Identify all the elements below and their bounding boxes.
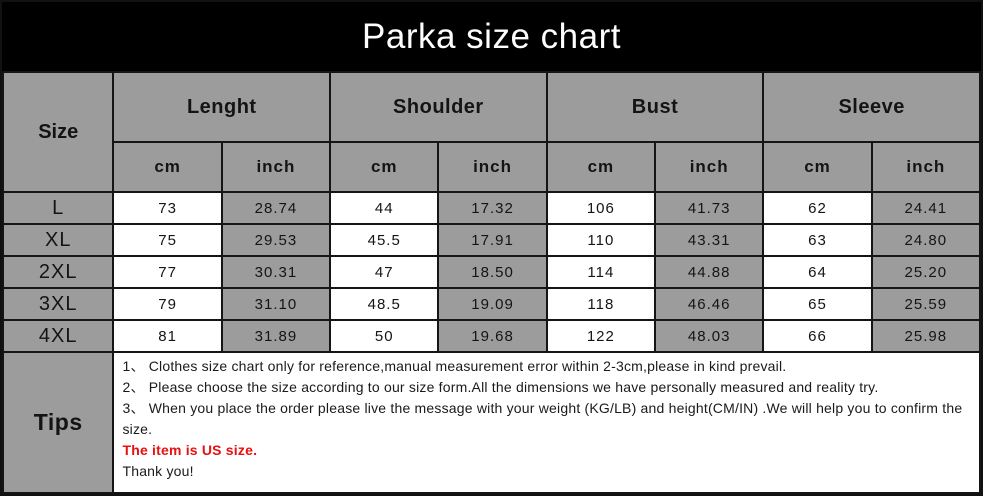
table-row-L: L 73 28.74 44 17.32 106 41.73 62 24.41	[2, 191, 981, 225]
value-cell: 31.89	[220, 319, 332, 353]
value-cell: 41.73	[654, 191, 765, 225]
value-cell: 45.5	[329, 223, 440, 257]
value-cell: 118	[545, 287, 657, 321]
header-group-row: Size Lenght Shoulder Bust Sleeve	[2, 71, 981, 193]
table-row-4XL: 4XL 81 31.89 50 19.68 122 48.03 66 25.98	[2, 319, 981, 353]
value-cell: 17.91	[437, 223, 548, 257]
unit-header-inch: inch	[437, 141, 548, 193]
value-cell: 48.5	[329, 287, 440, 321]
size-cell: 3XL	[2, 287, 115, 321]
value-cell: 31.10	[220, 287, 332, 321]
unit-header-inch: inch	[870, 141, 981, 193]
group-header-shoulder: Shoulder	[329, 71, 548, 143]
unit-header-cm: cm	[329, 141, 440, 193]
value-cell: 44.88	[654, 255, 765, 289]
tips-label: Tips	[2, 351, 115, 494]
group-header-length: Lenght	[112, 71, 332, 143]
size-cell: XL	[2, 223, 115, 257]
unit-header-inch: inch	[220, 141, 332, 193]
value-cell: 81	[112, 319, 223, 353]
tip-line-thank-you: Thank you!	[122, 463, 194, 479]
value-cell: 106	[545, 191, 657, 225]
value-cell: 110	[545, 223, 657, 257]
size-table: Size Lenght Shoulder Bust Sleeve cm inch…	[2, 71, 981, 494]
chart-title: Parka size chart	[362, 16, 621, 56]
tip-line-us-size-warning: The item is US size.	[122, 442, 258, 458]
unit-header-cm: cm	[762, 141, 873, 193]
unit-header-cm: cm	[545, 141, 657, 193]
header-unit-row: cm inch cm inch cm inch cm inch	[3, 141, 981, 193]
size-cell: 4XL	[2, 319, 115, 353]
value-cell: 19.68	[437, 319, 548, 353]
value-cell: 62	[762, 191, 873, 225]
value-cell: 24.41	[870, 191, 981, 225]
value-cell: 46.46	[654, 287, 765, 321]
value-cell: 75	[112, 223, 223, 257]
value-cell: 79	[112, 287, 223, 321]
value-cell: 64	[762, 255, 873, 289]
value-cell: 114	[545, 255, 657, 289]
value-cell: 65	[762, 287, 873, 321]
size-column-header: Size	[2, 71, 115, 193]
value-cell: 63	[762, 223, 873, 257]
tip-line-1: 1、 Clothes size chart only for reference…	[122, 358, 787, 374]
table-row-2XL: 2XL 77 30.31 47 18.50 114 44.88 64 25.20	[2, 255, 981, 289]
group-header-sleeve: Sleeve	[762, 71, 981, 143]
value-cell: 25.98	[870, 319, 981, 353]
value-cell: 28.74	[220, 191, 332, 225]
tip-line-3: 3、 When you place the order please live …	[122, 400, 963, 437]
value-cell: 18.50	[437, 255, 548, 289]
value-cell: 66	[762, 319, 873, 353]
tip-line-2: 2、 Please choose the size according to o…	[122, 379, 879, 395]
value-cell: 24.80	[870, 223, 981, 257]
table-row-3XL: 3XL 79 31.10 48.5 19.09 118 46.46 65 25.…	[2, 287, 981, 321]
value-cell: 50	[329, 319, 440, 353]
size-cell: L	[2, 191, 115, 225]
value-cell: 43.31	[654, 223, 765, 257]
size-cell: 2XL	[2, 255, 115, 289]
value-cell: 77	[112, 255, 223, 289]
tips-body: 1、 Clothes size chart only for reference…	[112, 351, 981, 494]
value-cell: 122	[545, 319, 657, 353]
unit-header-cm: cm	[112, 141, 223, 193]
chart-title-bar: Parka size chart	[2, 2, 981, 71]
value-cell: 30.31	[220, 255, 332, 289]
value-cell: 44	[329, 191, 440, 225]
value-cell: 48.03	[654, 319, 765, 353]
table-row-XL: XL 75 29.53 45.5 17.91 110 43.31 63 24.8…	[2, 223, 981, 257]
tips-row: Tips 1、 Clothes size chart only for refe…	[2, 351, 981, 494]
value-cell: 25.59	[870, 287, 981, 321]
value-cell: 47	[329, 255, 440, 289]
group-header-bust: Bust	[545, 71, 765, 143]
value-cell: 19.09	[437, 287, 548, 321]
value-cell: 29.53	[220, 223, 332, 257]
value-cell: 73	[112, 191, 223, 225]
value-cell: 17.32	[437, 191, 548, 225]
unit-header-inch: inch	[654, 141, 765, 193]
value-cell: 25.20	[870, 255, 981, 289]
